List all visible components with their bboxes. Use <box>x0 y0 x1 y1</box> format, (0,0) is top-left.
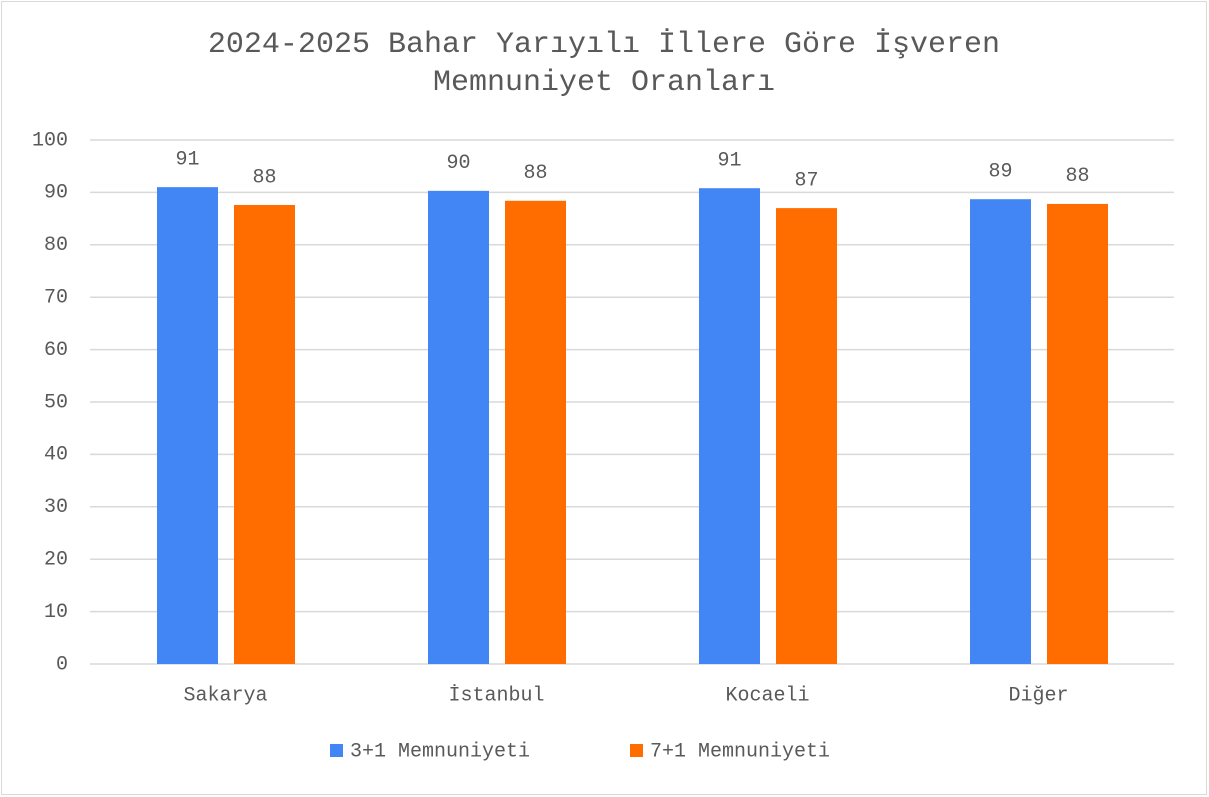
data-label: 91 <box>175 148 199 171</box>
bar <box>699 188 760 664</box>
data-label: 88 <box>523 162 547 185</box>
y-tick-label: 40 <box>44 444 68 467</box>
data-label: 91 <box>717 149 741 172</box>
x-tick-label: Sakarya <box>183 684 267 707</box>
bar <box>1047 203 1108 665</box>
bar <box>505 200 566 664</box>
x-tick-label: Kocaeli <box>725 684 809 707</box>
y-tick-label: 90 <box>44 182 68 205</box>
data-label: 88 <box>252 166 276 189</box>
bar <box>776 208 837 664</box>
x-tick-label: İstanbul <box>448 684 544 707</box>
x-tick-label: Diğer <box>1008 684 1068 707</box>
y-tick-label: 20 <box>44 548 68 571</box>
bar <box>970 199 1031 664</box>
y-tick-label: 70 <box>44 286 68 309</box>
y-tick-label: 10 <box>44 601 68 624</box>
bar <box>157 187 218 664</box>
y-tick-label: 80 <box>44 234 68 257</box>
data-label: 89 <box>988 160 1012 183</box>
legend-swatch <box>630 744 643 757</box>
bar <box>428 190 489 664</box>
y-tick-label: 60 <box>44 339 68 362</box>
y-tick-label: 100 <box>32 129 68 152</box>
y-tick-label: 0 <box>56 653 68 676</box>
bar <box>234 204 295 664</box>
data-label: 88 <box>1065 165 1089 188</box>
legend-swatch <box>330 744 343 757</box>
legend-label: 3+1 Memnuniyeti <box>350 740 530 763</box>
legend-label: 7+1 Memnuniyeti <box>650 740 830 763</box>
chart-title: 2024-2025 Bahar Yarıyılı İllere Göre İşv… <box>208 28 1000 100</box>
data-label: 87 <box>794 169 818 192</box>
y-tick-label: 50 <box>44 391 68 414</box>
y-tick-label: 30 <box>44 496 68 519</box>
data-label: 90 <box>446 152 470 175</box>
